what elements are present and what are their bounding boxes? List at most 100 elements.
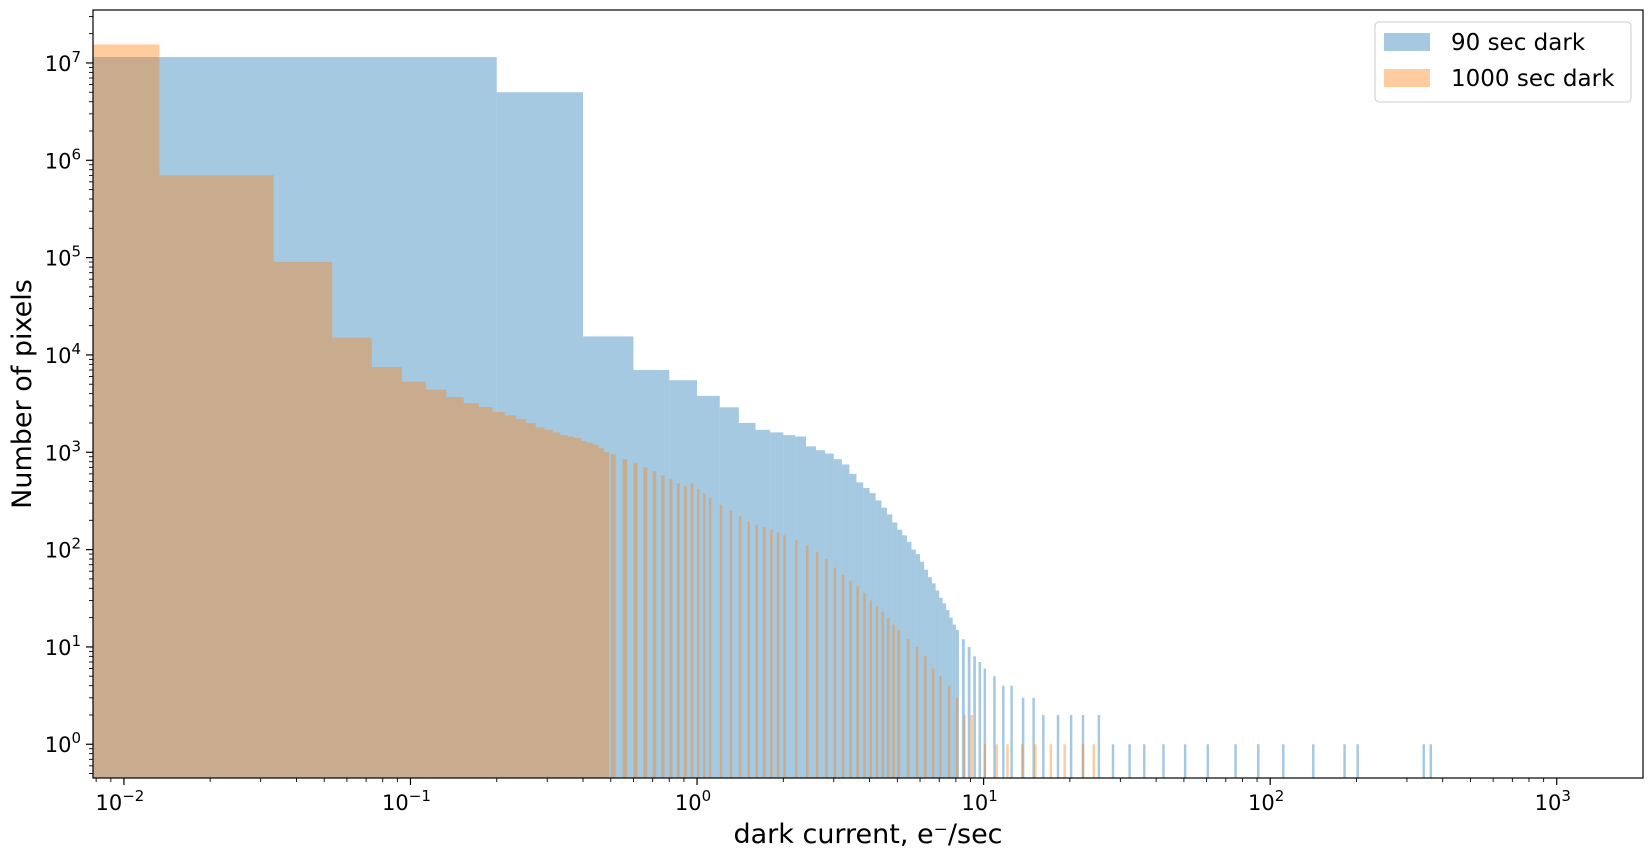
histogram-bar [815,551,819,778]
histogram-bar [928,577,932,778]
x-axis-label: dark current, e⁻/sec [733,819,1002,850]
histogram-bar [915,646,919,778]
histogram-bar [770,432,784,778]
histogram-bar [1257,744,1260,778]
histogram-bar [833,459,842,778]
histogram-bar [587,442,593,778]
histogram-bar [492,411,505,778]
histogram-bar [1162,744,1165,778]
histogram-bar [970,714,973,778]
histogram-bar [567,436,575,778]
histogram-bar [535,427,545,778]
histogram-bar [1234,744,1237,778]
histogram-bar [552,432,561,778]
histogram-bar [881,507,887,778]
x-tick-label: 103 [1535,787,1571,815]
histogram-bar [995,744,998,778]
histogram-bar [1063,744,1066,778]
histogram-bar [856,482,864,778]
histogram-bar [963,714,966,778]
histogram-bar [952,624,956,778]
histogram-bar [1056,714,1060,778]
histogram-bar [446,396,464,778]
histogram-bar [273,262,333,778]
histogram-bar [332,337,372,778]
histogram-bar [504,415,516,778]
histogram-bar [1143,744,1146,778]
histogram-bar [1206,744,1210,778]
histogram-bar [544,429,553,778]
histogram-bar [856,586,859,778]
histogram-bar [676,483,680,778]
histogram-bar [1069,714,1073,778]
histogram-bar [643,467,648,778]
histogram-bar [661,475,665,778]
histogram-bar [931,583,936,778]
histogram-bar [763,527,766,778]
histogram-bar [697,395,720,778]
histogram-bar [849,473,857,778]
histogram-bar [967,646,971,778]
histogram-bar [526,422,536,778]
histogram-bar [875,606,879,778]
histogram-bar [886,617,890,778]
histogram-bar [983,668,987,778]
histogram-bar [1092,744,1096,778]
legend-label-90-sec: 90 sec dark [1451,30,1586,56]
x-tick-label: 100 [675,787,711,815]
histogram-bar [515,418,527,778]
y-tick-label: 104 [45,340,81,368]
legend: 90 sec dark 1000 sec dark [1374,21,1632,103]
histogram-bar [881,611,884,778]
histogram-bar [755,524,758,778]
histogram-bar [719,504,723,778]
histogram-bar [947,685,951,778]
histogram-bar [924,656,927,778]
histogram-bar [1020,744,1024,778]
histogram-bar [1049,744,1053,778]
histogram-bar [776,532,780,778]
y-tick-label: 100 [45,729,81,757]
histogram-bar [795,540,798,778]
y-tick-label: 103 [45,437,81,465]
x-tick-label: 10−1 [382,787,431,815]
histogram-bar [719,407,739,778]
histogram-bar [955,697,959,778]
histogram-bar [1128,744,1131,778]
histogram-bar [93,57,497,778]
histogram-bar [1429,744,1433,778]
histogram-bar [574,438,581,778]
histogram-bar [1183,744,1187,778]
y-tick-label: 105 [45,243,81,271]
histogram-bar [939,676,942,778]
histogram-bar [598,448,604,778]
histogram-bar [892,624,895,778]
histogram-bar [560,435,568,778]
y-axis-label: Number of pixels [7,279,38,509]
histogram-bar [669,479,673,778]
histogram-bar [371,367,402,778]
histogram-bar [915,554,921,778]
legend-swatch-1000-sec [1384,69,1430,87]
histogram-bar [1343,744,1346,778]
histogram-bar [973,656,976,778]
histogram-bar [159,175,274,778]
histogram-bar [795,436,806,778]
histogram-bar [1042,714,1045,778]
histogram-bar [869,600,873,778]
histogram-bar [633,462,638,778]
bars-layer [93,44,1433,778]
histogram-bar [841,574,845,778]
histogram-bar [690,483,694,778]
histogram-bar [906,541,912,778]
histogram-bar [1081,744,1085,778]
histogram-bar [738,516,742,778]
y-tick-label: 106 [45,145,81,173]
histogram-bar [622,459,628,778]
histogram-bar [783,435,796,778]
histogram-bar [747,521,750,778]
histogram-bar [652,471,657,778]
histogram-bar [1081,714,1085,778]
histogram-bar [592,444,599,778]
